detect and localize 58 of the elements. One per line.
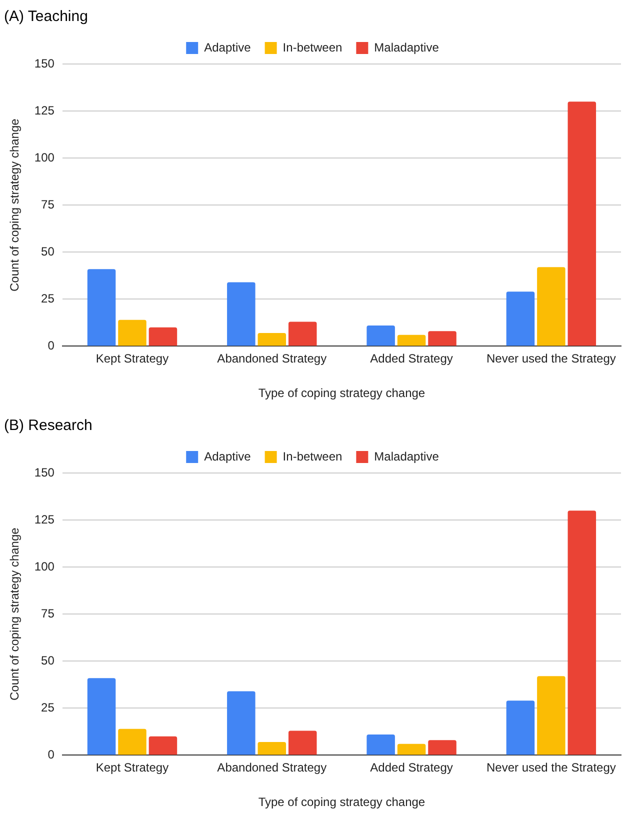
y-tick-label: 125 bbox=[34, 103, 55, 118]
y-tick-label: 150 bbox=[34, 465, 55, 480]
y-axis-title: Count of coping strategy change bbox=[8, 527, 22, 700]
y-tick-label: 25 bbox=[41, 291, 55, 306]
x-tick-label: Added Strategy bbox=[370, 352, 453, 366]
bar bbox=[258, 742, 286, 755]
bar bbox=[87, 678, 116, 755]
x-tick-label: Kept Strategy bbox=[96, 352, 169, 366]
y-tick-label: 25 bbox=[41, 700, 55, 714]
y-tick-label: 150 bbox=[34, 56, 55, 70]
legend-label: In-between bbox=[282, 40, 342, 54]
bar bbox=[288, 730, 317, 755]
x-tick-label: Added Strategy bbox=[370, 760, 453, 775]
y-tick-label: 50 bbox=[41, 244, 55, 258]
bar bbox=[148, 327, 178, 346]
y-tick-label: 125 bbox=[34, 512, 55, 526]
bar bbox=[227, 691, 256, 755]
x-tick-label: Kept Strategy bbox=[96, 760, 169, 775]
y-tick-label: 0 bbox=[48, 338, 55, 353]
bar bbox=[118, 320, 146, 346]
x-tick-label: Never used the Strategy bbox=[486, 352, 616, 366]
bar bbox=[506, 292, 535, 346]
bar bbox=[148, 736, 178, 755]
y-axis-title: Count of coping strategy change bbox=[8, 118, 22, 292]
x-tick-label: Never used the Strategy bbox=[486, 760, 616, 775]
bar bbox=[366, 326, 395, 346]
bar bbox=[428, 331, 456, 346]
chart-title: (B) Research bbox=[4, 417, 92, 434]
bar bbox=[428, 740, 456, 755]
bar bbox=[227, 282, 256, 346]
y-tick-label: 100 bbox=[34, 559, 55, 574]
bar bbox=[568, 102, 596, 346]
bar bbox=[568, 510, 596, 755]
x-tick-label: Abandoned Strategy bbox=[217, 760, 327, 775]
y-tick-label: 75 bbox=[41, 606, 55, 620]
bar bbox=[537, 267, 566, 346]
x-axis-title: Type of coping strategy change bbox=[258, 386, 426, 400]
legend-label: Maladaptive bbox=[374, 449, 440, 464]
bar bbox=[288, 322, 317, 346]
y-tick-label: 100 bbox=[34, 150, 55, 164]
x-tick-label: Abandoned Strategy bbox=[217, 352, 327, 366]
x-axis-title: Type of coping strategy change bbox=[258, 795, 426, 810]
y-tick-label: 75 bbox=[41, 197, 55, 212]
bar bbox=[258, 333, 286, 346]
legend-label: Maladaptive bbox=[374, 40, 440, 54]
legend-label: In-between bbox=[282, 449, 342, 464]
legend-label: Adaptive bbox=[204, 40, 252, 54]
bar bbox=[397, 744, 426, 755]
chart-title: (A) Teaching bbox=[4, 8, 88, 26]
bar bbox=[506, 700, 535, 755]
y-tick-label: 50 bbox=[41, 653, 55, 668]
bar bbox=[118, 728, 146, 755]
bar bbox=[537, 676, 566, 755]
legend-label: Adaptive bbox=[204, 449, 252, 464]
y-tick-label: 0 bbox=[48, 748, 55, 762]
bar bbox=[397, 334, 426, 346]
bar bbox=[87, 269, 116, 346]
bar bbox=[366, 734, 395, 755]
